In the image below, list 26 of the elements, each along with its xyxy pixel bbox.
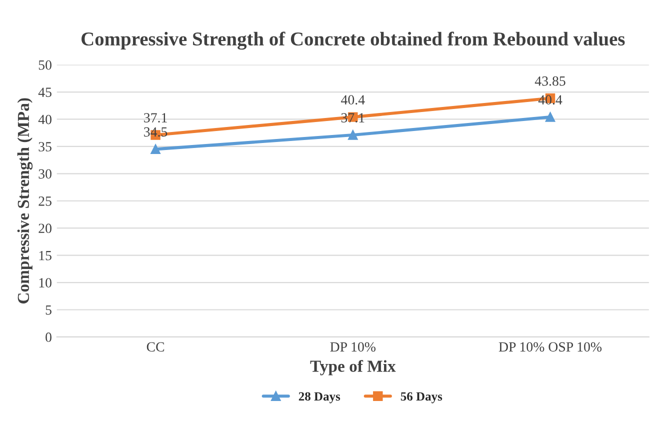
y-tick-label: 25 (38, 196, 52, 206)
x-tick-label: DP 10% (330, 342, 376, 352)
y-tick-label: 35 (38, 142, 52, 152)
x-tick-label: DP 10% OSP 10% (498, 342, 602, 352)
y-tick-label: 10 (39, 278, 52, 288)
point (545, 112, 556, 122)
legend-label: 28 Days (298, 392, 340, 404)
chart-title: Compressive Strength of Concrete obtained from Rebound values (82, 32, 625, 50)
y-tick-label: 40 (38, 114, 52, 124)
y-tick-label: 45 (38, 88, 52, 97)
y-tick-label: 0 (46, 332, 52, 342)
y-tick-label: 50 (38, 60, 52, 70)
data-label: 37.1 (144, 113, 167, 123)
y-tick-label: 5 (46, 305, 52, 315)
data-label: 43.85 (534, 76, 566, 86)
y-tick-label: 20 (38, 224, 52, 234)
y-tick-label: 30 (38, 169, 52, 179)
legend-label: 56 Days (400, 392, 442, 404)
x-axis-title: Type of Mix (310, 360, 396, 376)
point (150, 144, 160, 154)
data-label: 40.4 (341, 95, 365, 105)
y-tick-label: 15 (39, 250, 52, 260)
point (348, 130, 358, 140)
x-tick-label: CC (146, 342, 164, 352)
y-axis-title: Compressive Strength (MPa) (17, 98, 33, 304)
data-label: 37.1 (341, 113, 364, 123)
